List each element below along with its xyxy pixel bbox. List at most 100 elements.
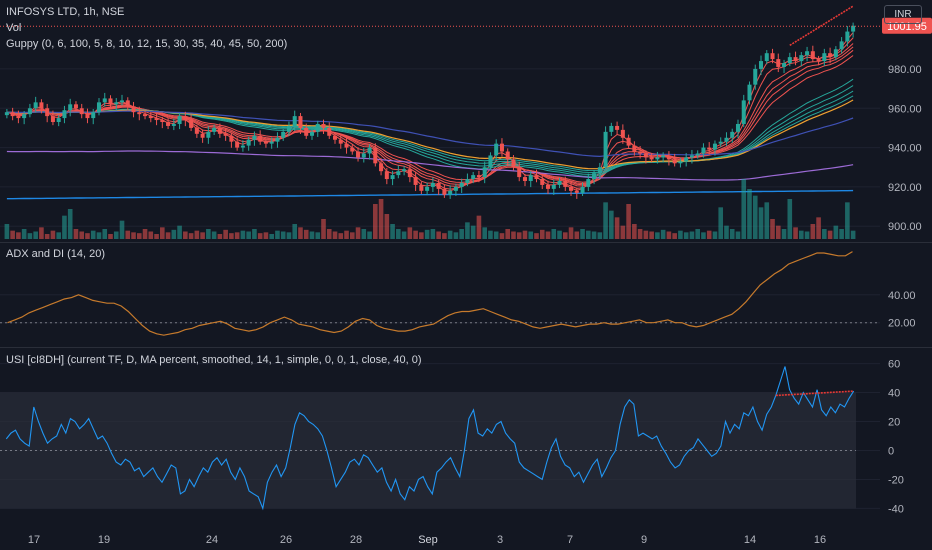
usi-tick-label: 20 [888, 417, 900, 429]
volume-bar [770, 219, 775, 239]
volume-bar [321, 219, 326, 239]
volume-bar [447, 230, 453, 239]
volume-bar [683, 232, 689, 239]
adx-legend: ADX and DI (14, 20) [6, 248, 106, 260]
usi-tick-label: -40 [888, 503, 904, 515]
candle-body [309, 131, 315, 136]
currency-badge[interactable]: INR [884, 5, 922, 24]
usi-series-line [5, 366, 855, 511]
candle-body [517, 167, 522, 178]
volume-bar [229, 233, 234, 239]
candle-body [712, 143, 717, 150]
candle-body [845, 31, 850, 42]
candle-body [396, 171, 401, 176]
candle-body [701, 147, 706, 154]
volume-bar [136, 233, 142, 239]
candle-body [522, 177, 528, 182]
volume-bar [551, 229, 557, 239]
candle-body [85, 114, 90, 119]
usi-legend: USI [cI8DH] (current TF, D, MA percent, … [6, 354, 422, 366]
candle-body [315, 123, 320, 132]
candle-body [448, 190, 453, 195]
candle-body [776, 59, 781, 67]
candle-body [223, 133, 228, 136]
candle-body [68, 104, 73, 111]
volume-bar [165, 232, 171, 239]
candle-body [206, 131, 211, 138]
candle-body [292, 116, 297, 126]
volume-bar [188, 233, 194, 239]
volume-bar [660, 229, 666, 239]
candle-body [10, 112, 15, 117]
candle-body [212, 127, 217, 132]
volume-bar [390, 224, 395, 239]
volume-bar [102, 229, 108, 239]
time-tick-label: 26 [280, 534, 292, 546]
usi-tick-label: -20 [888, 474, 904, 486]
volume-bar [85, 233, 90, 239]
candle-body [183, 116, 188, 121]
volume-bar [534, 233, 539, 239]
candle-body [131, 106, 136, 113]
volume-bar [488, 230, 493, 239]
price-tick-label: 940.00 [888, 143, 922, 155]
candle-body [741, 100, 746, 124]
volume-bar [643, 230, 649, 239]
candle-body [793, 57, 798, 62]
volume-bar [67, 209, 73, 239]
volume-bar [758, 207, 764, 239]
candle-body [442, 188, 447, 195]
candle-body [22, 114, 27, 119]
volume-bar [27, 233, 33, 239]
candle-body [73, 104, 78, 109]
volume-bar [113, 231, 119, 239]
volume-bar [56, 232, 61, 239]
candle-body [332, 135, 338, 140]
volume-bar [206, 229, 211, 239]
candle-body [235, 141, 240, 148]
candle-body [730, 131, 735, 138]
volume-bar [839, 229, 844, 239]
volume-bar [90, 230, 96, 239]
volume-bar [4, 224, 10, 239]
candle-body [689, 155, 694, 158]
volume-bar [401, 231, 407, 239]
candle-body [171, 123, 176, 126]
volume-legend: Vol [6, 22, 22, 34]
volume-bar [574, 231, 580, 239]
candle-body [684, 157, 689, 162]
volume-bar [637, 229, 643, 239]
guppy-fast-line [6, 32, 854, 192]
volume-bar [367, 231, 372, 239]
volume-bar [200, 232, 205, 239]
candle-body [16, 116, 21, 119]
volume-bar [747, 189, 752, 239]
time-tick-label: 28 [350, 534, 362, 546]
candle-body [177, 116, 182, 124]
price-tick-label: 960.00 [888, 103, 922, 115]
volume-bar [493, 231, 499, 239]
candle-body [615, 125, 620, 130]
volume-bar [326, 229, 332, 239]
time-tick-label: Sep [418, 534, 438, 546]
volume-bar [73, 229, 79, 239]
volume-bar [413, 230, 418, 239]
volume-bar [44, 234, 50, 239]
guppy-fast-line [6, 37, 854, 190]
volume-bar [396, 229, 401, 239]
candle-body [465, 179, 470, 183]
candle-body [384, 171, 389, 180]
candle-body [661, 155, 666, 158]
chart-title: INFOSYS LTD, 1h, NSE [6, 6, 125, 18]
volume-bar [108, 234, 113, 239]
volume-bar [332, 231, 338, 239]
candle-body [252, 135, 257, 140]
candle-body [718, 141, 723, 144]
candle-body [833, 49, 838, 58]
candle-body [344, 143, 349, 148]
volume-bar [119, 220, 125, 239]
candle-body [263, 141, 268, 144]
candle-body [200, 133, 205, 138]
candle-body [482, 167, 487, 178]
